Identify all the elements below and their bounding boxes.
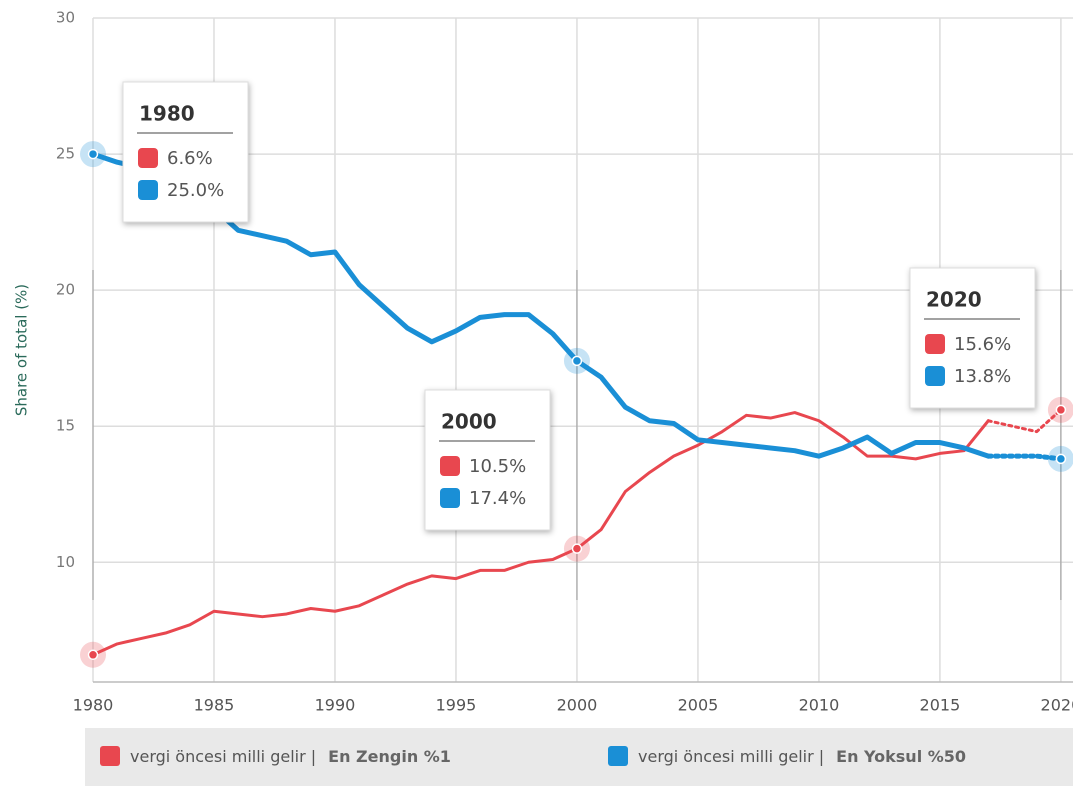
- x-tick-label: 1985: [194, 696, 235, 715]
- legend-name: En Yoksul %50: [836, 747, 966, 766]
- tooltip-title: 2000: [441, 410, 497, 434]
- tooltip-value: 25.0%: [167, 180, 224, 201]
- y-tick-label: 10: [56, 553, 75, 571]
- line: [90, 151, 991, 459]
- tooltip-value: 6.6%: [167, 148, 213, 169]
- highlight-point: [87, 148, 99, 160]
- tooltip-swatch: [925, 366, 945, 386]
- legend-measure: vergi öncesi milli gelir |: [638, 747, 824, 766]
- tooltip-value: 15.6%: [954, 334, 1011, 355]
- tooltip-swatch: [440, 456, 460, 476]
- tooltip-swatch: [925, 334, 945, 354]
- tooltip: 1980 6.6% 25.0%: [122, 81, 249, 223]
- highlight-point: [87, 649, 99, 661]
- y-tick-label: 20: [56, 281, 75, 299]
- x-tick-label: 2020: [1041, 696, 1073, 715]
- tooltip-swatch: [138, 148, 158, 168]
- highlight-point: [1055, 404, 1067, 416]
- y-tick-label: 30: [56, 9, 75, 27]
- tooltip-value: 13.8%: [954, 366, 1011, 387]
- x-tick-label: 1995: [436, 696, 477, 715]
- legend-swatch: [100, 746, 120, 766]
- x-tick-label: 1990: [315, 696, 356, 715]
- tooltip-value: 10.5%: [469, 456, 526, 477]
- legend-name: En Zengin %1: [328, 747, 451, 766]
- x-tick-label: 2000: [557, 696, 598, 715]
- tooltip-swatch: [440, 488, 460, 508]
- tooltip: 2000 10.5% 17.4%: [424, 389, 551, 531]
- highlight-point: [571, 543, 583, 554]
- tooltip-swatch: [138, 180, 158, 200]
- tooltip-title: 2020: [926, 288, 982, 312]
- legend-measure: vergi öncesi milli gelir |: [130, 747, 316, 766]
- line: [91, 411, 990, 657]
- legend-bg: [85, 728, 1073, 786]
- line-projection: [986, 408, 1063, 434]
- tooltip-title: 1980: [139, 102, 195, 126]
- y-tick-label: 25: [56, 145, 75, 163]
- legend-swatch: [608, 746, 628, 766]
- x-tick-label: 2010: [799, 696, 840, 715]
- line-projection: [985, 453, 1064, 462]
- tooltip: 2020 15.6% 13.8%: [909, 267, 1036, 409]
- tooltip-value: 17.4%: [469, 488, 526, 509]
- legend-label: vergi öncesi milli gelir | En Zengin %1: [130, 747, 451, 766]
- highlight-point: [1055, 453, 1067, 465]
- legend-label: vergi öncesi milli gelir | En Yoksul %50: [638, 747, 966, 766]
- x-tick-label: 1980: [73, 696, 114, 715]
- y-tick-label: 15: [56, 417, 75, 435]
- x-tick-label: 2005: [678, 696, 719, 715]
- highlight-point: [571, 355, 583, 367]
- y-axis-label: Share of total (%): [13, 284, 31, 416]
- x-tick-label: 2015: [920, 696, 961, 715]
